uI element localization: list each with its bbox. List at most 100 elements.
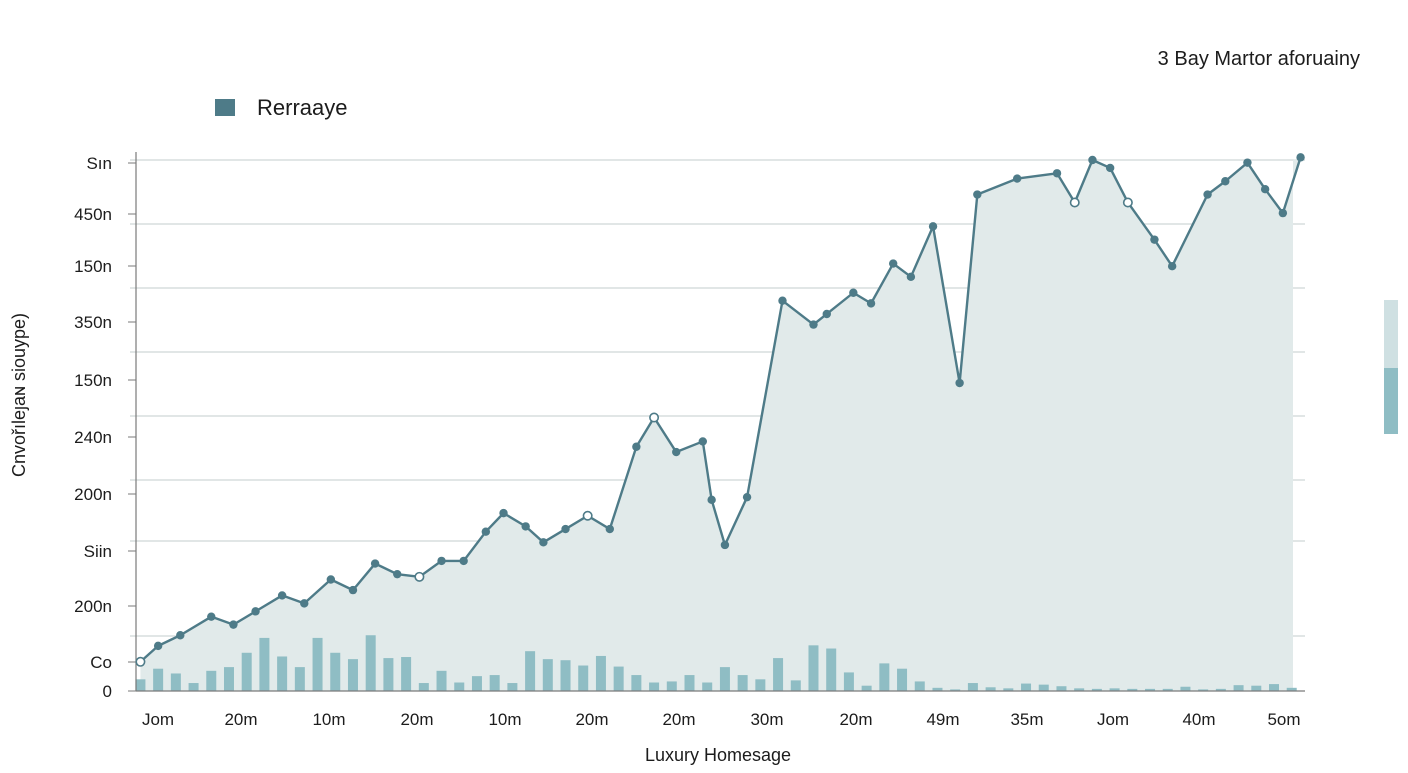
- y-tick-label: Co: [90, 653, 112, 672]
- bar: [985, 687, 996, 691]
- y-tick-label: Sın: [86, 154, 112, 173]
- data-point: [888, 259, 898, 268]
- bar: [826, 648, 837, 691]
- bar: [259, 637, 270, 691]
- area-fill-shape: [140, 157, 1301, 692]
- bar: [684, 675, 695, 691]
- bar: [1003, 688, 1014, 691]
- data-point: [720, 540, 730, 550]
- y-axis-title: Cnvořıleȷaɴ siouype): [9, 313, 29, 477]
- data-point: [1221, 177, 1230, 186]
- bar: [790, 680, 801, 691]
- bar: [330, 652, 341, 691]
- data-point: [348, 585, 358, 595]
- data-point: [778, 296, 787, 305]
- y-tick-label: 150n: [74, 371, 112, 390]
- bar: [383, 658, 394, 691]
- data-point: [742, 492, 752, 502]
- bar: [188, 683, 199, 691]
- x-tick-label: 20m: [839, 710, 872, 729]
- data-point: [1052, 169, 1062, 178]
- y-tick-label: 350n: [74, 313, 112, 332]
- bar: [347, 659, 358, 691]
- data-point: [437, 556, 446, 566]
- data-point: [153, 641, 163, 651]
- bar: [1215, 688, 1226, 691]
- data-point-hollow: [135, 656, 146, 667]
- data-point: [955, 378, 964, 388]
- bar: [560, 660, 571, 691]
- bar: [170, 673, 181, 691]
- data-point: [1243, 158, 1252, 167]
- bar: [879, 663, 890, 691]
- bar: [1180, 686, 1191, 691]
- bar: [471, 676, 482, 691]
- grid-lines: [130, 159, 1305, 637]
- side-scale-light: [1384, 300, 1398, 368]
- bar: [631, 675, 642, 691]
- x-axis-title: Luxury Homesage: [645, 745, 791, 765]
- bar: [595, 655, 606, 691]
- bar: [666, 681, 677, 691]
- data-point: [906, 272, 916, 282]
- bar: [277, 656, 288, 691]
- data-point: [229, 620, 238, 629]
- data-point: [1150, 235, 1159, 244]
- bar: [843, 672, 854, 691]
- bar: [1162, 688, 1173, 691]
- bar: [223, 667, 234, 691]
- data-point: [707, 495, 716, 505]
- bar: [418, 683, 429, 691]
- bar: [719, 667, 730, 691]
- x-tick-label: 40m: [1182, 710, 1215, 729]
- x-tick-label: 49m: [926, 710, 959, 729]
- bar: [1198, 689, 1209, 691]
- data-point: [277, 591, 287, 600]
- x-tick-label: 20m: [575, 710, 608, 729]
- data-point: [973, 190, 982, 199]
- bar: [454, 682, 465, 691]
- x-tick-label: 10m: [488, 710, 521, 729]
- data-point: [561, 524, 570, 534]
- data-point: [481, 527, 491, 536]
- data-point-hollow: [582, 510, 593, 521]
- data-point: [521, 522, 530, 531]
- bar: [1127, 688, 1138, 691]
- bar: [649, 682, 660, 691]
- bar: [436, 670, 447, 691]
- bar: [507, 683, 518, 691]
- data-point: [393, 569, 402, 579]
- bar: [1286, 687, 1297, 691]
- bar: [702, 682, 713, 691]
- y-tick-label: 450n: [74, 205, 112, 224]
- data-point: [251, 607, 260, 616]
- data-point-hollow: [414, 571, 425, 582]
- x-tick-labels: Jom 20m 10m 20m 10m 20m 20m 30m 20m 49m 35m Jom 40m 5…: [142, 710, 1301, 729]
- bar: [897, 668, 908, 691]
- data-point-hollow: [1122, 197, 1133, 208]
- x-tick-label: Jom: [1097, 710, 1129, 729]
- area-fill: [140, 157, 1301, 692]
- bar: [914, 681, 925, 691]
- y-tick-label: 200n: [74, 485, 112, 504]
- legend-swatch: [215, 99, 235, 116]
- data-point: [1105, 163, 1115, 173]
- bar: [578, 665, 589, 691]
- data-point: [849, 288, 858, 297]
- data-point: [866, 299, 876, 308]
- data-point: [698, 437, 707, 446]
- data-point: [1278, 208, 1288, 218]
- bar: [1038, 684, 1049, 691]
- bar: [1145, 688, 1156, 691]
- bar: [861, 685, 872, 691]
- data-point: [1260, 185, 1270, 194]
- data-point: [605, 524, 614, 534]
- bar: [932, 687, 943, 691]
- side-color-scale: [1384, 300, 1398, 434]
- bar: [613, 666, 624, 691]
- bar: [294, 667, 305, 691]
- bar: [489, 675, 500, 691]
- bar: [525, 651, 536, 691]
- bar: [1269, 684, 1280, 691]
